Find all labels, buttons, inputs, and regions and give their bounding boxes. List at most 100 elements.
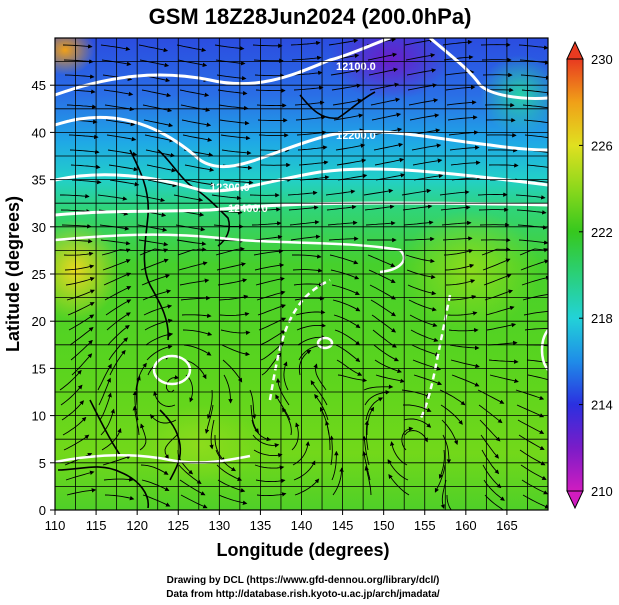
streamline <box>369 284 396 300</box>
streamline <box>103 89 134 97</box>
streamline <box>139 59 170 68</box>
streamline <box>515 194 546 200</box>
streamline <box>223 179 254 185</box>
streamline <box>401 188 432 196</box>
streamline <box>521 479 548 495</box>
streamline <box>181 119 212 127</box>
streamline <box>108 164 139 172</box>
streamline <box>138 239 169 247</box>
streamline <box>388 473 410 496</box>
y-axis-ticks: 0 5 10 15 20 25 30 35 40 45 <box>32 78 55 518</box>
streamline <box>222 359 243 383</box>
streamline <box>251 419 272 442</box>
streamline <box>105 119 136 127</box>
streamline <box>294 296 325 301</box>
streamline <box>143 304 173 316</box>
y-tick-label: 45 <box>32 78 46 93</box>
streamline <box>178 464 202 485</box>
x-tick-label: 165 <box>496 518 518 533</box>
colorbar: 210 214 218 222 226 230 <box>566 40 613 510</box>
streamline <box>442 236 473 241</box>
streamline <box>518 44 548 50</box>
streamline <box>485 305 515 316</box>
streamline <box>142 104 173 113</box>
streamline <box>371 112 402 121</box>
streamline <box>64 74 95 79</box>
streamline <box>516 404 545 418</box>
y-tick-label: 30 <box>32 220 46 235</box>
streamline <box>520 464 547 480</box>
streamline <box>104 494 135 501</box>
streamline <box>256 103 287 108</box>
coastline-japan <box>157 149 231 247</box>
streamline <box>524 328 548 331</box>
streamline <box>250 404 259 434</box>
streamline <box>527 374 548 381</box>
streamline <box>328 38 359 46</box>
streamline <box>291 55 322 61</box>
streamline <box>363 384 394 391</box>
colorbar-tick-label: 226 <box>591 138 613 153</box>
streamline <box>253 449 283 458</box>
streamline <box>60 384 83 406</box>
streamline <box>375 374 405 384</box>
streamline <box>140 464 169 475</box>
streamline <box>257 304 286 316</box>
colorbar-tick-label: 218 <box>591 311 613 326</box>
streamline <box>405 53 436 61</box>
streamline <box>69 327 94 346</box>
streamline <box>106 134 137 142</box>
streamline <box>374 359 402 374</box>
streamline <box>446 494 452 510</box>
streamline <box>365 220 396 226</box>
streamline <box>182 134 213 142</box>
streamline <box>451 374 480 387</box>
streamline <box>141 274 170 286</box>
streamline <box>438 449 445 479</box>
streamline <box>68 314 95 331</box>
streamline <box>408 98 439 106</box>
streamline <box>105 299 132 316</box>
y-tick-label: 40 <box>32 125 46 140</box>
streamline <box>329 254 359 265</box>
x-tick-label: 110 <box>45 518 66 533</box>
streamline <box>373 142 404 151</box>
streamline <box>221 344 250 357</box>
streamline <box>209 419 215 450</box>
colorbar-tick-label: 210 <box>591 484 613 499</box>
contour-dashed-east <box>418 294 452 421</box>
streamline <box>479 419 501 442</box>
streamline <box>135 375 141 406</box>
coastline-indochina <box>89 399 121 456</box>
streamline <box>517 419 545 434</box>
streamline <box>64 453 93 466</box>
x-tick-label: 155 <box>414 518 436 533</box>
streamline <box>282 407 292 436</box>
streamline <box>107 324 130 346</box>
streamline <box>251 221 282 226</box>
streamline <box>482 258 511 271</box>
streamline <box>65 470 95 481</box>
colorbar-top-arrow <box>566 40 584 60</box>
streamline <box>450 359 480 369</box>
streamline <box>402 404 432 412</box>
credit-data: Data from http://database.rish.kyoto-u.a… <box>166 589 440 600</box>
streamline <box>291 422 300 451</box>
streamline <box>206 389 213 420</box>
colorbar-tick-label: 214 <box>591 398 613 413</box>
streamline <box>62 238 93 244</box>
streamline <box>367 52 398 61</box>
streamline <box>64 264 95 271</box>
streamline <box>220 134 251 141</box>
streamline <box>293 460 316 481</box>
streamline <box>178 261 208 271</box>
chart-title: GSM 18Z28Jun2024 (200.0hPa) <box>149 4 472 29</box>
colorbar-bottom-arrow <box>566 490 584 510</box>
x-tick-label: 145 <box>332 518 354 533</box>
streamline <box>333 314 361 329</box>
streamline <box>211 194 242 201</box>
contour-closed-125-17 <box>152 354 192 386</box>
streamline <box>483 273 512 286</box>
streamline <box>219 119 250 126</box>
x-tick-label: 140 <box>291 518 313 533</box>
